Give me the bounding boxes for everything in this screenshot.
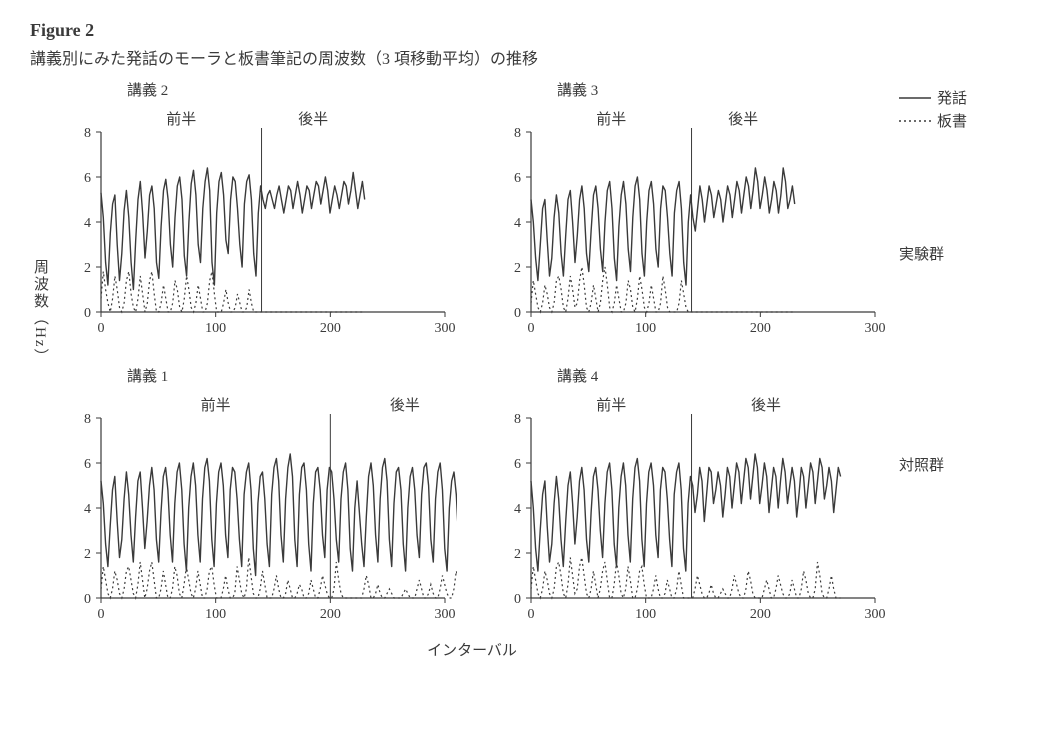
svg-text:後半: 後半: [728, 111, 758, 128]
svg-text:0: 0: [514, 306, 521, 321]
figure-layout: 周波数（Hz） 講義 2 024680100200300前半後半 講義 3 02…: [30, 79, 1032, 660]
chart-svg: 0 2 4 6 8 0 100 200 300 前半 後半: [487, 388, 887, 628]
legend-solid-icon: [899, 91, 931, 105]
svg-text:前半: 前半: [596, 111, 626, 128]
panel-lecture1: 講義 1 0 2 4 6 8 0 100 200 300 前半 後半: [57, 365, 457, 633]
legend-dotted-icon: [899, 114, 931, 128]
chart-svg: 0 2 4 6 8 0 100 200 300 前半 後半: [57, 388, 457, 628]
svg-text:6: 6: [84, 171, 91, 186]
panel-lecture2: 講義 2 0 2 4 6 8 0 100 200 300 前半 後半: [57, 79, 457, 347]
svg-text:前半: 前半: [166, 111, 196, 128]
svg-text:2: 2: [514, 547, 521, 562]
panel-lecture3: 講義 3 0 2 4 6 8 0 100 200 300 前半 後半: [487, 79, 887, 347]
panel-title: 講義 4: [487, 365, 887, 386]
panel-lecture4: 講義 4 0 2 4 6 8 0 100 200 300 前半 後半: [487, 365, 887, 633]
svg-text:0: 0: [528, 321, 535, 336]
svg-text:4: 4: [84, 502, 91, 517]
svg-text:0: 0: [98, 607, 105, 622]
svg-text:6: 6: [514, 457, 521, 472]
svg-text:200: 200: [320, 321, 341, 336]
svg-text:後半: 後半: [390, 397, 420, 414]
svg-text:0: 0: [98, 321, 105, 336]
svg-text:200: 200: [750, 607, 771, 622]
figure-caption: 講義別にみた発話のモーラと板書筆記の周波数（3 項移動平均）の推移: [30, 45, 1032, 69]
svg-text:100: 100: [635, 607, 656, 622]
svg-text:前半: 前半: [596, 397, 626, 414]
chart-svg: 0 2 4 6 8 0 100 200 300 前半 後半: [487, 102, 887, 342]
legend-dotted-label: 板書: [937, 110, 967, 131]
grid-and-xcap: 講義 2 024680100200300前半後半 講義 3 0246801002…: [57, 79, 887, 660]
svg-text:0: 0: [84, 592, 91, 607]
svg-text:4: 4: [84, 216, 91, 231]
svg-text:2: 2: [514, 261, 521, 276]
panel-grid: 講義 2 024680100200300前半後半 講義 3 0246801002…: [57, 79, 887, 633]
svg-text:100: 100: [205, 607, 226, 622]
svg-text:8: 8: [84, 126, 91, 141]
svg-text:8: 8: [84, 412, 91, 427]
y-axis-caption: 周波数（Hz）: [30, 79, 51, 366]
svg-text:300: 300: [865, 607, 886, 622]
svg-text:6: 6: [84, 457, 91, 472]
svg-text:4: 4: [514, 216, 521, 231]
svg-text:0: 0: [84, 306, 91, 321]
panel-title: 講義 2: [57, 79, 457, 100]
svg-text:8: 8: [514, 412, 521, 427]
svg-text:前半: 前半: [201, 397, 231, 414]
svg-text:300: 300: [865, 321, 886, 336]
right-column: 発話 板書 実験群 対照群: [899, 79, 967, 475]
legend-solid-label: 発話: [937, 87, 967, 108]
svg-text:2: 2: [84, 547, 91, 562]
legend-dotted: 板書: [899, 110, 967, 131]
svg-text:後半: 後半: [298, 111, 328, 128]
svg-text:6: 6: [514, 171, 521, 186]
svg-text:200: 200: [320, 607, 341, 622]
chart-svg: 0 2 4 6 8 0 100 200 300 前半 後半: [57, 102, 457, 342]
svg-text:2: 2: [84, 261, 91, 276]
svg-text:100: 100: [635, 321, 656, 336]
svg-text:0: 0: [528, 607, 535, 622]
row-label-bottom: 対照群: [899, 454, 967, 475]
svg-text:300: 300: [435, 607, 456, 622]
svg-text:後半: 後半: [751, 397, 781, 414]
svg-text:300: 300: [435, 321, 456, 336]
svg-text:8: 8: [514, 126, 521, 141]
panel-title: 講義 1: [57, 365, 457, 386]
svg-text:100: 100: [205, 321, 226, 336]
legend-solid: 発話: [899, 87, 967, 108]
row-label-top: 実験群: [899, 243, 967, 264]
figure-label: Figure 2: [30, 20, 1032, 41]
svg-text:200: 200: [750, 321, 771, 336]
panel-title: 講義 3: [487, 79, 887, 100]
legend: 発話 板書: [899, 87, 967, 133]
svg-text:0: 0: [514, 592, 521, 607]
x-axis-caption: インターバル: [57, 639, 887, 660]
svg-text:4: 4: [514, 502, 521, 517]
